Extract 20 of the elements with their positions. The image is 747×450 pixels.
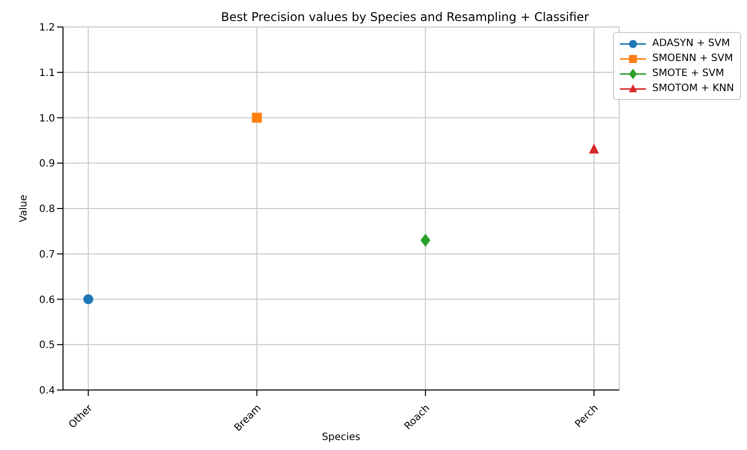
y-tick-label: 0.6 [39, 294, 55, 306]
y-tick-label: 1.2 [39, 22, 55, 34]
y-tick-label: 0.9 [39, 158, 55, 170]
point [252, 112, 262, 123]
point [83, 294, 94, 304]
legend-label: SMOTE + SVM [652, 68, 724, 79]
y-tick-label: 0.8 [39, 204, 55, 216]
y-tick-label: 0.7 [39, 249, 55, 260]
y-axis-title: Value [18, 194, 30, 222]
y-tick-label: 0.4 [39, 386, 55, 397]
legend-label: ADASYN + SVM [652, 38, 730, 49]
y-tick-label: 1.0 [39, 113, 55, 124]
x-axis-title: Species [322, 432, 360, 443]
point [588, 144, 599, 154]
legend-label: SMOTOM + KNN [652, 83, 734, 94]
chart-title: Best Precision values by Species and Resampling + Classifier [220, 10, 590, 24]
legend-label: SMOENN + SVM [652, 53, 733, 64]
y-tick-label: 1.1 [39, 68, 55, 79]
y-tick-label: 0.5 [39, 340, 55, 352]
point [420, 234, 430, 247]
